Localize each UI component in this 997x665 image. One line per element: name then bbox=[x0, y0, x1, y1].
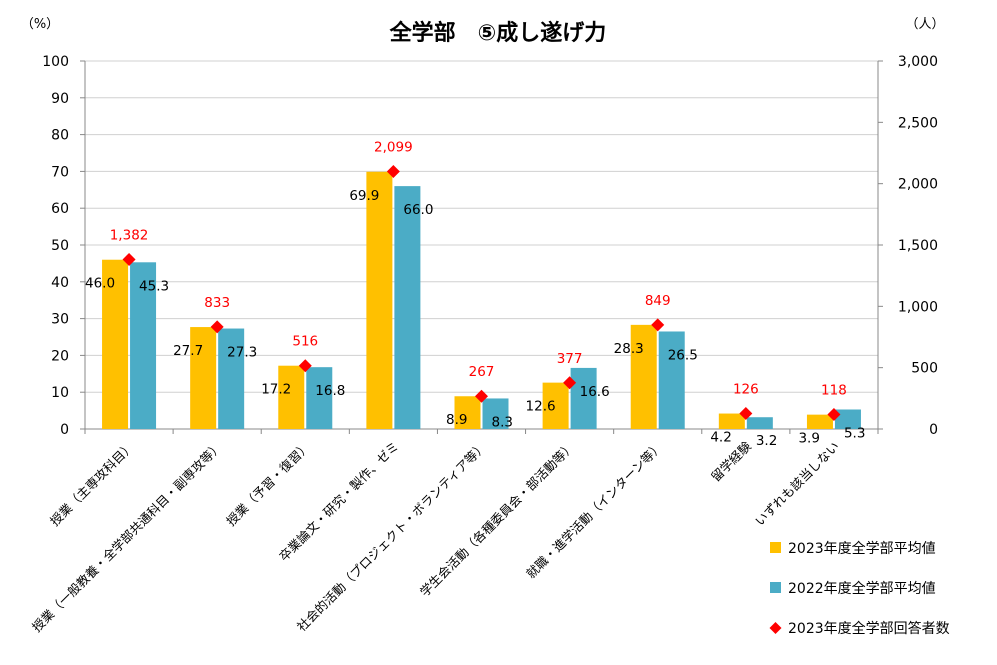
bar-2022 bbox=[570, 367, 597, 429]
y-tick-left: 80 bbox=[51, 128, 69, 144]
bars bbox=[102, 171, 861, 429]
bar-2022 bbox=[218, 328, 245, 429]
value-label-2022: 66.0 bbox=[403, 202, 433, 218]
axes: 0 10 20 30 40 50 60 70 80 90 100 0 500 1,000 1,500 2,00… bbox=[42, 54, 938, 438]
data-labels: 46.0 45.3 1,382 27.7 27.3 833 17.2 16.8 516 69.9 6… bbox=[85, 140, 865, 450]
value-label-2023: 8.9 bbox=[446, 412, 467, 428]
count-marker bbox=[827, 408, 841, 422]
value-label-2022: 45.3 bbox=[139, 278, 169, 294]
count-marker bbox=[651, 318, 665, 332]
legend: 2023年度全学部平均値 2022年度全学部平均値 2023年度全学部回答者数 bbox=[769, 540, 950, 637]
bar-2022 bbox=[482, 398, 509, 429]
category-label: いずれも該当しない bbox=[752, 439, 842, 529]
legend-label-2023: 2023年度全学部平均値 bbox=[788, 540, 936, 557]
y-tick-left: 20 bbox=[51, 348, 69, 364]
value-label-2022: 16.8 bbox=[315, 383, 345, 399]
category-label: 社会的活動（プロジェクト・ボランティア等） bbox=[294, 439, 490, 635]
value-label-2023: 17.2 bbox=[261, 382, 291, 398]
value-label-2023: 3.9 bbox=[798, 431, 819, 447]
y-tick-right: 3,000 bbox=[898, 54, 938, 70]
count-label: 833 bbox=[204, 295, 230, 311]
count-marker bbox=[739, 407, 753, 421]
gridlines bbox=[85, 60, 878, 393]
bar-2023 bbox=[278, 365, 305, 429]
y-tick-left: 100 bbox=[42, 54, 69, 70]
count-label: 516 bbox=[292, 334, 318, 350]
y-tick-left: 0 bbox=[60, 422, 69, 438]
y-tick-left: 60 bbox=[51, 201, 69, 217]
bar-2023 bbox=[630, 324, 657, 429]
count-marker bbox=[210, 320, 224, 334]
legend-swatch-count bbox=[769, 622, 782, 634]
category-label: 授業（予習・復習） bbox=[223, 439, 313, 529]
y-tick-right: 2,000 bbox=[898, 177, 938, 193]
legend-label-2022: 2022年度全学部平均値 bbox=[788, 580, 936, 597]
count-label: 849 bbox=[645, 293, 671, 309]
count-label: 267 bbox=[469, 364, 495, 380]
category-label: 授業（一般教養・全学部共通科目・副専攻等） bbox=[29, 439, 225, 635]
bar-2022 bbox=[746, 417, 773, 429]
count-marker bbox=[475, 389, 488, 403]
y-tick-left: 70 bbox=[51, 164, 69, 180]
bar-2022 bbox=[130, 262, 157, 429]
bar-2023 bbox=[542, 382, 569, 429]
left-axis-unit: （%） bbox=[21, 17, 59, 32]
y-tick-left: 90 bbox=[51, 91, 69, 107]
count-label: 1,382 bbox=[110, 227, 149, 243]
right-axis-unit: （人） bbox=[905, 17, 944, 32]
y-tick-right: 1,500 bbox=[898, 238, 938, 254]
category-label: 授業（主専攻科目） bbox=[47, 439, 137, 529]
bar-2022 bbox=[394, 186, 421, 429]
value-label-2023: 4.2 bbox=[710, 430, 731, 446]
chart-title: 全学部 ⑤成し遂げ力 bbox=[389, 20, 607, 46]
bar-2022 bbox=[834, 409, 861, 429]
count-marker bbox=[122, 252, 136, 266]
y-tick-right: 0 bbox=[929, 422, 938, 438]
y-tick-left: 50 bbox=[51, 238, 69, 254]
count-label: 2,099 bbox=[374, 140, 413, 156]
category-label: 学生会活動（各種委員会・部活動等） bbox=[417, 439, 578, 600]
bar-2023 bbox=[718, 413, 745, 429]
legend-label-count: 2023年度全学部回答者数 bbox=[788, 620, 950, 637]
count-marker bbox=[298, 359, 312, 373]
y-tick-right: 1,000 bbox=[898, 299, 938, 315]
bar-2023 bbox=[190, 327, 217, 429]
y-tick-right: 2,500 bbox=[898, 115, 938, 131]
y-tick-left: 40 bbox=[51, 275, 69, 291]
bar-2023 bbox=[806, 414, 833, 429]
bar-2022 bbox=[658, 331, 685, 429]
value-label-2023: 69.9 bbox=[349, 188, 379, 204]
markers bbox=[122, 165, 841, 422]
count-label: 118 bbox=[821, 383, 847, 399]
bar-2023 bbox=[102, 259, 129, 429]
legend-swatch-2022 bbox=[770, 582, 781, 593]
value-label-2022: 3.2 bbox=[756, 433, 777, 449]
value-label-2022: 16.6 bbox=[580, 384, 610, 400]
value-label-2023: 46.0 bbox=[85, 276, 115, 292]
value-label-2022: 27.3 bbox=[227, 345, 257, 361]
value-label-2022: 8.3 bbox=[492, 414, 513, 430]
y-tick-left: 10 bbox=[51, 385, 69, 401]
value-label-2023: 28.3 bbox=[614, 341, 644, 357]
value-label-2022: 26.5 bbox=[668, 347, 698, 363]
count-marker bbox=[563, 376, 577, 390]
y-tick-left: 30 bbox=[51, 312, 69, 328]
bar-2022 bbox=[306, 367, 333, 429]
legend-swatch-2023 bbox=[770, 542, 781, 553]
bar-2023 bbox=[366, 171, 393, 429]
value-label-2023: 27.7 bbox=[173, 343, 203, 359]
value-label-2022: 5.3 bbox=[844, 425, 865, 441]
count-label: 377 bbox=[557, 351, 583, 367]
y-tick-right: 500 bbox=[911, 361, 938, 377]
count-label: 126 bbox=[733, 382, 759, 398]
value-label-2023: 12.6 bbox=[526, 399, 556, 415]
bar-2023 bbox=[454, 396, 481, 429]
count-marker bbox=[386, 165, 400, 179]
category-labels: 授業（主専攻科目）授業（一般教養・全学部共通科目・副専攻等）授業（予習・復習）卒… bbox=[29, 438, 842, 635]
